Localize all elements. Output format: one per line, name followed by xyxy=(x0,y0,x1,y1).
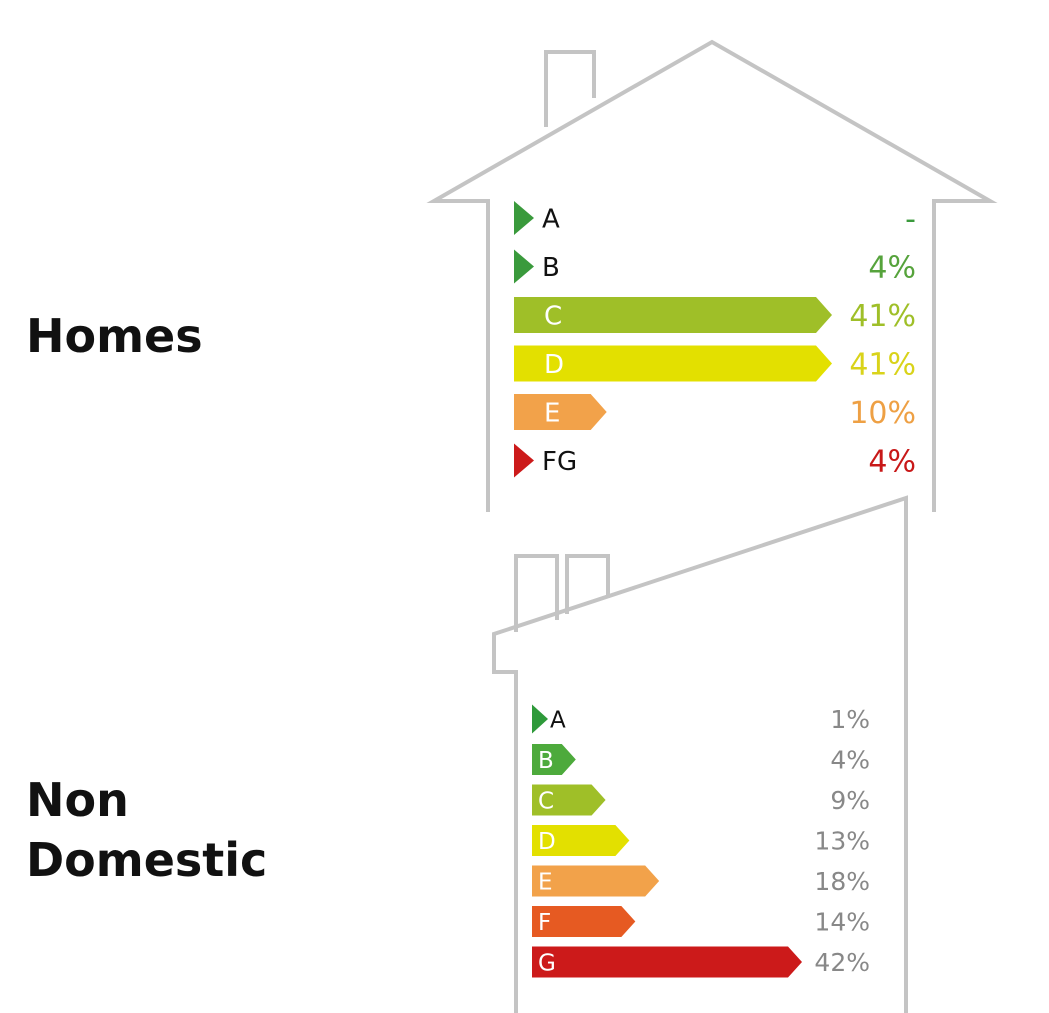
homes-d-category-label: D xyxy=(544,350,564,380)
nondomestic-c-value-label: 9% xyxy=(830,786,870,815)
nondomestic-c-bar xyxy=(532,784,606,816)
nondomestic-d-bar xyxy=(532,825,630,856)
nondomestic-g-category-label: G xyxy=(538,950,556,976)
homes-e-bar xyxy=(514,394,607,430)
non-domestic-label-line1: Non xyxy=(26,773,129,827)
homes-b-value-label: 4% xyxy=(868,250,916,285)
homes-c-value-label: 41% xyxy=(849,299,916,334)
homes-c-category-label: C xyxy=(544,301,562,331)
nondomestic-e-category-label: E xyxy=(538,869,553,895)
nondomestic-b-value-label: 4% xyxy=(830,746,870,775)
nondomestic-g-value-label: 42% xyxy=(814,948,870,977)
nondomestic-f-bar xyxy=(532,906,636,937)
nondomestic-a-marker xyxy=(532,704,548,734)
nondomestic-c-category-label: C xyxy=(538,788,554,814)
homes-b-category-label: B xyxy=(542,253,560,283)
nondomestic-d-category-label: D xyxy=(538,829,556,855)
non-domestic-label: Non Domestic xyxy=(26,770,267,890)
nondomestic-f-value-label: 14% xyxy=(814,908,870,937)
homes-chart: A - B 4% C 41% D 41% E 10% FG 4% xyxy=(514,201,916,479)
homes-fg-value-label: 4% xyxy=(868,444,916,479)
homes-a-value-label: - xyxy=(905,202,916,237)
nondomestic-b-category-label: B xyxy=(538,748,554,774)
homes-d-bar xyxy=(514,345,832,382)
nondomestic-e-bar xyxy=(532,865,660,897)
homes-e-category-label: E xyxy=(544,398,560,428)
nondomestic-f-category-label: F xyxy=(538,910,551,936)
nondomestic-g-bar xyxy=(532,946,802,978)
homes-a-marker xyxy=(514,201,534,235)
nondomestic-e-value-label: 18% xyxy=(814,867,870,896)
homes-fg-marker xyxy=(514,443,534,478)
non-domestic-label-line2: Domestic xyxy=(26,833,268,887)
non-domestic-house-outline xyxy=(492,495,908,1013)
nondomestic-b-bar xyxy=(532,744,576,775)
nondomestic-d-value-label: 13% xyxy=(814,827,870,856)
homes-d-value-label: 41% xyxy=(849,347,916,382)
nondomestic-a-category-label: A xyxy=(550,707,566,733)
homes-e-value-label: 10% xyxy=(849,396,916,431)
nondomestic-a-value-label: 1% xyxy=(830,705,870,734)
homes-house-outline xyxy=(426,39,998,512)
homes-fg-category-label: FG xyxy=(542,447,577,477)
non-domestic-chart: A 1% B 4% C 9% D 13% E 18% F 14% G 42% xyxy=(532,704,870,978)
homes-label: Homes xyxy=(26,309,203,363)
homes-b-marker xyxy=(514,249,534,284)
homes-c-bar xyxy=(514,297,832,333)
homes-a-category-label: A xyxy=(542,204,560,234)
